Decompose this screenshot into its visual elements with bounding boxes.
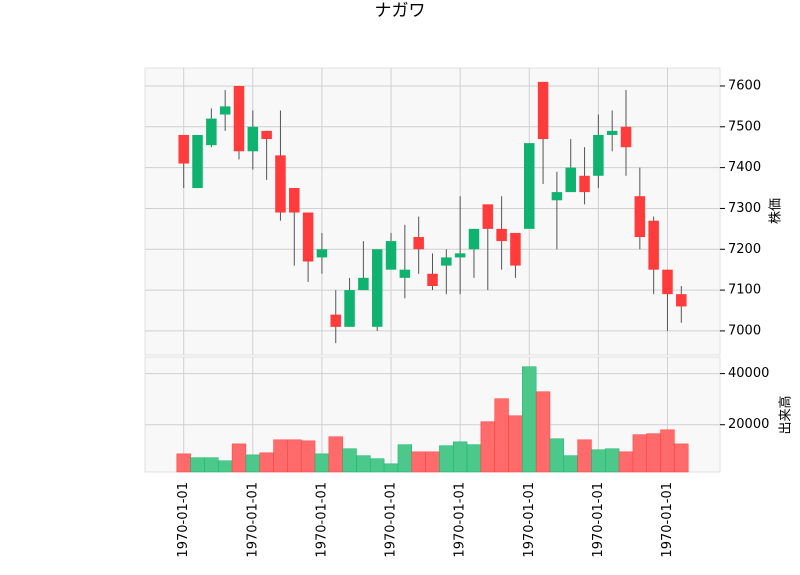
candle-body	[344, 290, 355, 327]
candle-body	[634, 196, 646, 238]
volume-bar	[287, 439, 302, 473]
candle-body	[192, 134, 203, 189]
x-tick-label: 1970-01-01	[314, 482, 329, 558]
volume-axis-label: 出来高	[778, 395, 794, 434]
x-tick-label: 1970-01-01	[660, 482, 675, 558]
candle-body	[662, 269, 673, 295]
candle-body	[510, 232, 521, 266]
volume-bar	[577, 439, 592, 473]
x-tick-label: 1970-01-01	[384, 482, 399, 558]
candle-body	[358, 277, 369, 291]
volume-bar	[273, 439, 288, 473]
volume-bar	[535, 391, 551, 473]
volume-bar	[176, 453, 191, 473]
candle-body	[620, 126, 632, 148]
candle-body	[565, 167, 576, 193]
price-panel	[144, 67, 721, 356]
y-tick-label: 7200	[728, 242, 761, 257]
volume-bar	[563, 455, 578, 473]
volume-bar	[674, 443, 689, 473]
candle-body	[551, 192, 563, 201]
volume-bar	[480, 421, 495, 473]
x-tick-label: 1970-01-01	[245, 482, 260, 558]
volume-bar	[383, 463, 399, 473]
candle-body	[399, 269, 411, 278]
volume-bar	[370, 458, 385, 473]
candle-body	[206, 118, 217, 146]
candle-body	[676, 294, 687, 307]
volume-bar	[508, 415, 523, 473]
y-tick-label: 7100	[728, 283, 761, 298]
volume-bar	[356, 455, 371, 473]
volume-bar	[452, 441, 468, 473]
candle-body	[482, 204, 494, 229]
volume-bar	[466, 444, 482, 473]
y-tick-label: 7500	[728, 119, 761, 134]
candle-body	[385, 241, 397, 270]
candle-body	[371, 249, 383, 327]
volume-bar	[259, 452, 274, 473]
candle-body	[579, 175, 590, 193]
volume-bar	[425, 451, 440, 473]
volume-bar	[660, 429, 675, 473]
volume-bar	[494, 398, 509, 473]
candle-body	[524, 143, 535, 229]
candle-body	[289, 188, 300, 213]
y-tick-label: 7400	[728, 160, 761, 175]
volume-bar	[439, 445, 454, 473]
volume-bar	[231, 443, 247, 473]
volume-bar	[605, 448, 620, 473]
candle-body	[302, 212, 314, 262]
y-tick-label: 7000	[728, 323, 761, 338]
x-tick-label: 1970-01-01	[453, 482, 468, 558]
y-tick-label: 7600	[728, 78, 761, 93]
volume-bar	[591, 449, 606, 473]
volume-bar	[328, 436, 343, 473]
volume-bar	[632, 434, 647, 473]
candle-body	[454, 253, 466, 258]
volume-bar	[245, 454, 260, 473]
volume-bar	[342, 448, 357, 473]
candle-body	[427, 273, 438, 287]
volume-bar	[397, 444, 413, 473]
volume-bar	[618, 451, 634, 473]
volume-bar	[190, 457, 205, 473]
x-tick-label: 1970-01-01	[591, 482, 606, 558]
candle-body	[261, 130, 272, 140]
x-tick-label: 1970-01-01	[522, 482, 537, 558]
candle-body	[593, 134, 604, 176]
volume-bar	[549, 438, 565, 473]
chart-title: ナガワ	[375, 1, 426, 21]
candle-body	[233, 85, 245, 152]
candle-body	[316, 249, 328, 258]
candle-body	[413, 237, 424, 250]
volume-bar	[300, 440, 316, 473]
volume-tick-label: 40000	[728, 366, 769, 381]
volume-bar	[314, 453, 330, 473]
volume-bar	[522, 366, 537, 473]
candle-body	[330, 314, 341, 327]
candle-body	[441, 257, 452, 266]
volume-bar	[646, 433, 661, 473]
volume-bar	[204, 457, 219, 473]
candle-body	[648, 220, 659, 270]
candle-body	[178, 134, 189, 164]
volume-bar	[411, 451, 426, 473]
candle-body	[219, 106, 231, 115]
candle-body	[468, 228, 480, 250]
candle-body	[275, 155, 286, 213]
candle-body	[537, 81, 549, 140]
y-tick-label: 7300	[728, 201, 761, 216]
candle-body	[606, 130, 618, 135]
candle-body	[247, 126, 259, 152]
x-tick-label: 1970-01-01	[176, 482, 191, 558]
volume-bar	[218, 460, 233, 473]
volume-tick-label: 20000	[728, 417, 769, 432]
candle-body	[496, 228, 507, 242]
y-axis-label: 株価	[769, 198, 784, 224]
